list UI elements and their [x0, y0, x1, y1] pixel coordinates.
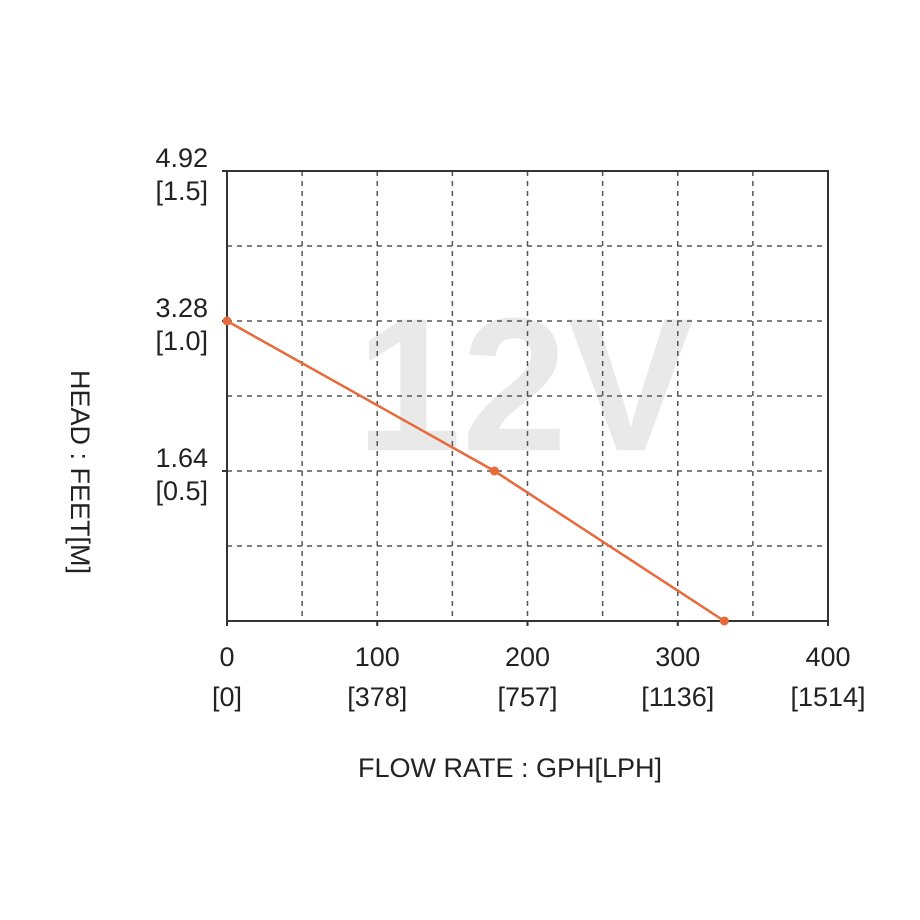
x-tick-sublabel: [1136]: [641, 682, 714, 712]
watermark: 12V: [356, 279, 694, 491]
x-tick-label: 100: [355, 642, 400, 672]
x-tick-sublabel: [0]: [212, 682, 242, 712]
y-tick-label: 1.64: [155, 443, 208, 473]
x-axis-label: FLOW RATE : GPH[LPH]: [358, 753, 662, 783]
x-tick-sublabel: [378]: [347, 682, 407, 712]
x-tick-sublabel: [757]: [497, 682, 557, 712]
y-axis-label: HEAD : FEET[M]: [65, 370, 95, 574]
y-tick-label: 4.92: [155, 143, 208, 173]
data-point: [222, 316, 232, 326]
x-tick-label: 200: [505, 642, 550, 672]
x-tick-label: 300: [655, 642, 700, 672]
y-tick-sublabel: [1.5]: [155, 176, 208, 206]
y-tick-sublabel: [1.0]: [155, 326, 208, 356]
y-tick-sublabel: [0.5]: [155, 476, 208, 506]
y-tick-label: 3.28: [155, 293, 208, 323]
x-tick-label: 400: [805, 642, 850, 672]
x-tick-sublabel: [1514]: [790, 682, 865, 712]
data-point: [489, 466, 499, 476]
x-tick-label: 0: [219, 642, 234, 672]
data-point: [719, 616, 729, 626]
